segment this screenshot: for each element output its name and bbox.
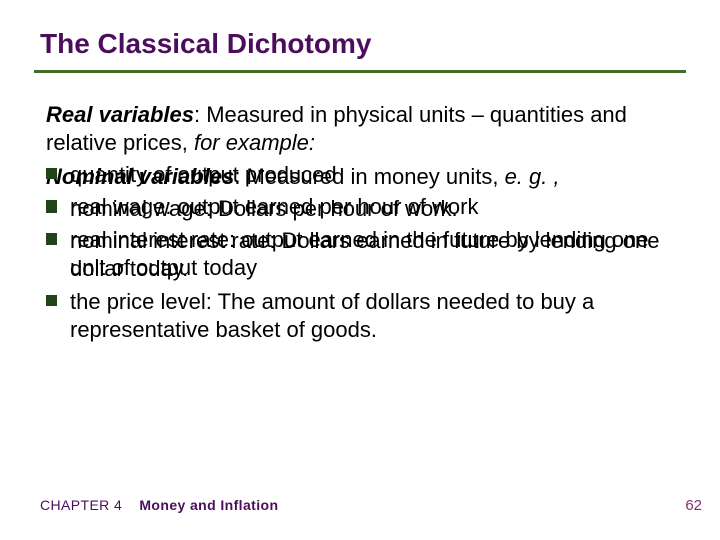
- list-item: quantity of output produced: [46, 161, 674, 189]
- bullet-square-icon: [46, 200, 57, 211]
- slide: The Classical Dichotomy Nominal variable…: [0, 0, 720, 540]
- bullet-square-icon: [46, 233, 57, 244]
- list-item: the price level: The amount of dollars n…: [46, 288, 674, 344]
- chapter-label: CHAPTER 4: [40, 497, 122, 513]
- page-number: 62: [685, 497, 702, 514]
- bullet-text: real interest rate: output earned in the…: [70, 227, 649, 280]
- real-bullets: quantity of output produced real wage: o…: [46, 161, 674, 282]
- real-intro-tail: for example:: [194, 130, 315, 155]
- bullet-text: the price level: The amount of dollars n…: [70, 289, 594, 342]
- real-layer: Real variables: Measured in physical uni…: [46, 101, 674, 282]
- slide-footer: CHAPTER 4 Money and Inflation 62: [0, 497, 720, 514]
- real-intro: Real variables: Measured in physical uni…: [46, 101, 674, 157]
- title-underline: [34, 70, 686, 73]
- list-item: real interest rate: output earned in the…: [46, 226, 674, 282]
- bullet-square-icon: [46, 168, 57, 179]
- real-lead: Real variables: [46, 102, 194, 127]
- bullet-text: real wage: output earned per hour of wor…: [70, 194, 478, 219]
- bullet-square-icon: [46, 295, 57, 306]
- list-item: real wage: output earned per hour of wor…: [46, 193, 674, 221]
- chapter-title: Money and Inflation: [139, 497, 278, 513]
- footer-chapter: CHAPTER 4 Money and Inflation: [40, 497, 278, 513]
- slide-title: The Classical Dichotomy: [0, 28, 720, 66]
- bullet-text: quantity of output produced: [70, 162, 337, 187]
